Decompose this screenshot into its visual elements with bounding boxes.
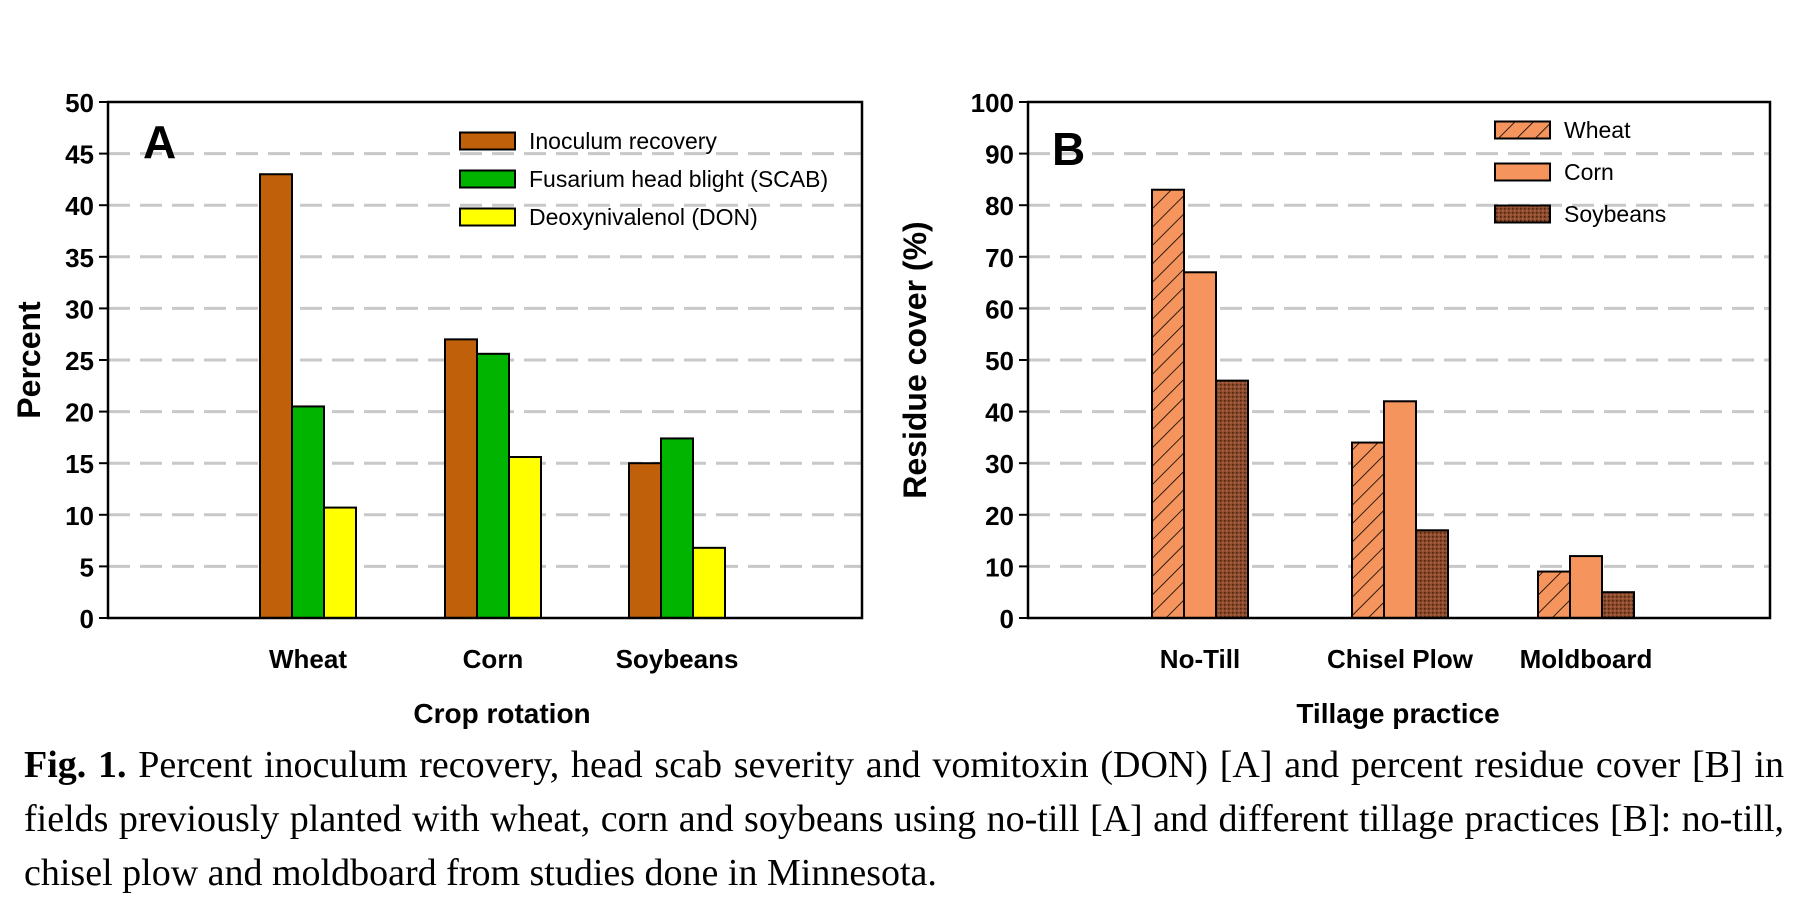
bar — [628, 462, 662, 620]
legend-swatch — [459, 207, 516, 227]
bar — [323, 506, 357, 619]
y-tick-label: 15 — [65, 449, 94, 479]
bar — [444, 338, 478, 619]
bar — [1183, 271, 1217, 619]
y-tick-label: 70 — [985, 243, 1014, 273]
bar — [660, 437, 694, 619]
chart-b: 0 10 20 30 40 50 60 70 80 90 100 No-Till Chisel Plow… — [897, 88, 1772, 729]
legend-label: Deoxynivalenol (DON) — [529, 204, 758, 230]
bar — [476, 352, 510, 619]
y-tick-label: 40 — [65, 191, 94, 221]
y-tick-label: 90 — [985, 140, 1014, 170]
caption-text: Percent inoculum recovery, head scab sev… — [24, 744, 1784, 894]
legend-label: Fusarium head blight (SCAB) — [529, 166, 828, 192]
y-tick-label: 45 — [65, 140, 94, 170]
x-axis-title: Tillage practice — [1296, 698, 1499, 729]
y-tick-label: 30 — [65, 294, 94, 324]
y-tick-label: 10 — [65, 501, 94, 531]
legend-swatch — [1494, 162, 1551, 182]
y-tick-label: 40 — [985, 398, 1014, 428]
bar — [1601, 591, 1635, 620]
y-tick-label: 0 — [80, 604, 94, 634]
y-tick-label: 100 — [971, 88, 1014, 118]
caption-label: Fig. 1. — [24, 744, 127, 786]
x-tick-label: Corn — [463, 644, 524, 674]
bar — [1537, 570, 1571, 619]
bar — [291, 405, 325, 619]
y-tick-label: 0 — [1000, 604, 1014, 634]
y-tick-label: 20 — [65, 398, 94, 428]
plot-frame — [106, 100, 864, 620]
legend-label: Corn — [1564, 159, 1614, 185]
y-axis-title: Residue cover (%) — [897, 221, 933, 498]
y-tick-label: 80 — [985, 191, 1014, 221]
y-tick-label: 10 — [985, 552, 1014, 582]
bar — [692, 546, 726, 619]
y-tick-label: 35 — [65, 243, 94, 273]
x-tick-label: No-Till — [1160, 644, 1240, 674]
bar — [1351, 441, 1385, 619]
legend-swatch — [459, 169, 516, 189]
bar — [259, 173, 293, 620]
panel-label: A — [143, 116, 176, 168]
y-tick-label: 60 — [985, 294, 1014, 324]
legend-swatch — [1494, 120, 1551, 140]
legend-label: Wheat — [1564, 117, 1631, 143]
bar — [1215, 379, 1249, 620]
y-tick-label: 20 — [985, 501, 1014, 531]
x-axis-title: Crop rotation — [413, 698, 590, 729]
y-tick-label: 5 — [80, 552, 94, 582]
y-tick-label: 50 — [65, 88, 94, 118]
bar — [1415, 529, 1449, 620]
figure-caption: Fig. 1. Percent inoculum recovery, head … — [24, 738, 1784, 900]
legend-swatch — [1494, 204, 1551, 224]
x-tick-label: Wheat — [269, 644, 347, 674]
bar — [1151, 188, 1185, 619]
bar — [1569, 555, 1603, 620]
legend-swatch — [459, 131, 516, 151]
legend-label: Soybeans — [1564, 201, 1666, 227]
y-tick-label: 50 — [985, 346, 1014, 376]
x-tick-label: Soybeans — [616, 644, 739, 674]
y-tick-label: 25 — [65, 346, 94, 376]
chart-a: 0 5 10 15 20 25 30 35 40 45 50 Wheat Corn Soybeans A Pe… — [11, 88, 864, 729]
x-tick-label: Moldboard — [1520, 644, 1653, 674]
legend-label: Inoculum recovery — [529, 128, 717, 154]
panel-label: B — [1052, 123, 1085, 175]
x-tick-label: Chisel Plow — [1327, 644, 1474, 674]
bar — [1383, 400, 1417, 619]
plot-frame — [1026, 100, 1772, 620]
y-tick-label: 30 — [985, 449, 1014, 479]
bar — [508, 456, 542, 619]
y-axis-title: Percent — [11, 301, 47, 419]
